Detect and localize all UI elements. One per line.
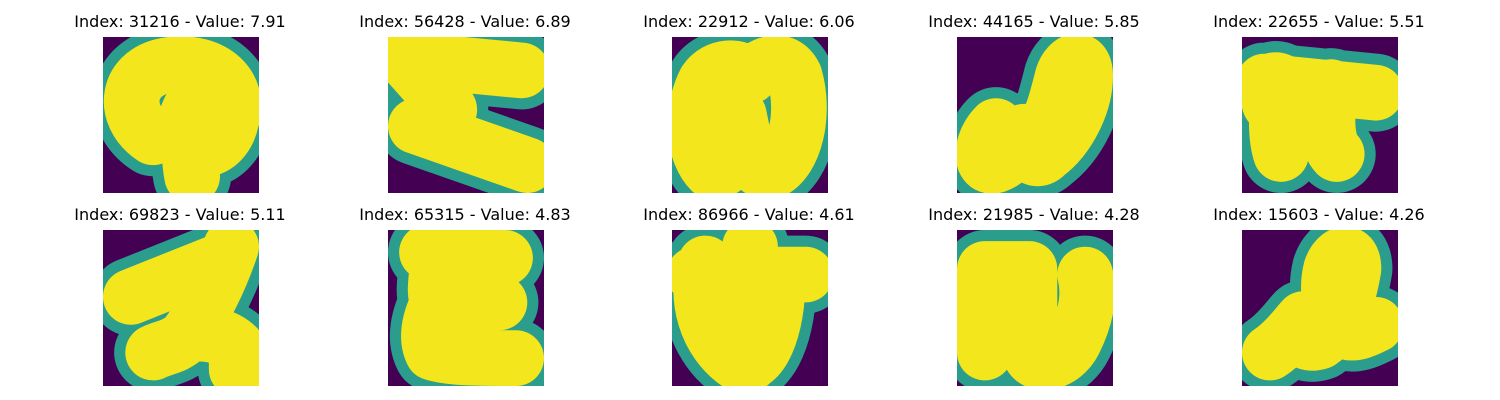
- panel-title: Index: 69823 - Value: 5.11: [74, 205, 286, 224]
- panel-title: Index: 31216 - Value: 7.91: [74, 12, 286, 31]
- glyph-image: [672, 230, 828, 386]
- sample-panel-2: Index: 56428 - Value: 6.89: [355, 0, 575, 193]
- glyph-image: [103, 37, 259, 193]
- sample-panel-5: Index: 22655 - Value: 5.51: [1209, 0, 1429, 193]
- sample-panel-6: Index: 69823 - Value: 5.11: [70, 193, 290, 386]
- sample-panel-3: Index: 22912 - Value: 6.06: [639, 0, 859, 193]
- glyph-image: [1242, 230, 1398, 386]
- glyph-image: [103, 230, 259, 386]
- sample-panel-9: Index: 21985 - Value: 4.28: [924, 193, 1144, 386]
- panel-title: Index: 86966 - Value: 4.61: [643, 205, 855, 224]
- sample-panel-7: Index: 65315 - Value: 4.83: [355, 193, 575, 386]
- panel-title: Index: 15603 - Value: 4.26: [1213, 205, 1425, 224]
- glyph-image: [388, 37, 544, 193]
- sample-panel-8: Index: 86966 - Value: 4.61: [639, 193, 859, 386]
- sample-panel-4: Index: 44165 - Value: 5.85: [924, 0, 1144, 193]
- panel-title: Index: 22912 - Value: 6.06: [643, 12, 855, 31]
- sample-panel-10: Index: 15603 - Value: 4.26: [1209, 193, 1429, 386]
- sample-panel-1: Index: 31216 - Value: 7.91: [70, 0, 290, 193]
- panel-title: Index: 65315 - Value: 4.83: [359, 205, 571, 224]
- glyph-image: [1242, 37, 1398, 193]
- glyph-image: [388, 230, 544, 386]
- glyph-image: [957, 37, 1113, 193]
- panel-title: Index: 21985 - Value: 4.28: [928, 205, 1140, 224]
- glyph-image: [957, 230, 1113, 386]
- panel-title: Index: 44165 - Value: 5.85: [928, 12, 1140, 31]
- panel-title: Index: 22655 - Value: 5.51: [1213, 12, 1425, 31]
- panel-title: Index: 56428 - Value: 6.89: [359, 12, 571, 31]
- glyph-image: [672, 37, 828, 193]
